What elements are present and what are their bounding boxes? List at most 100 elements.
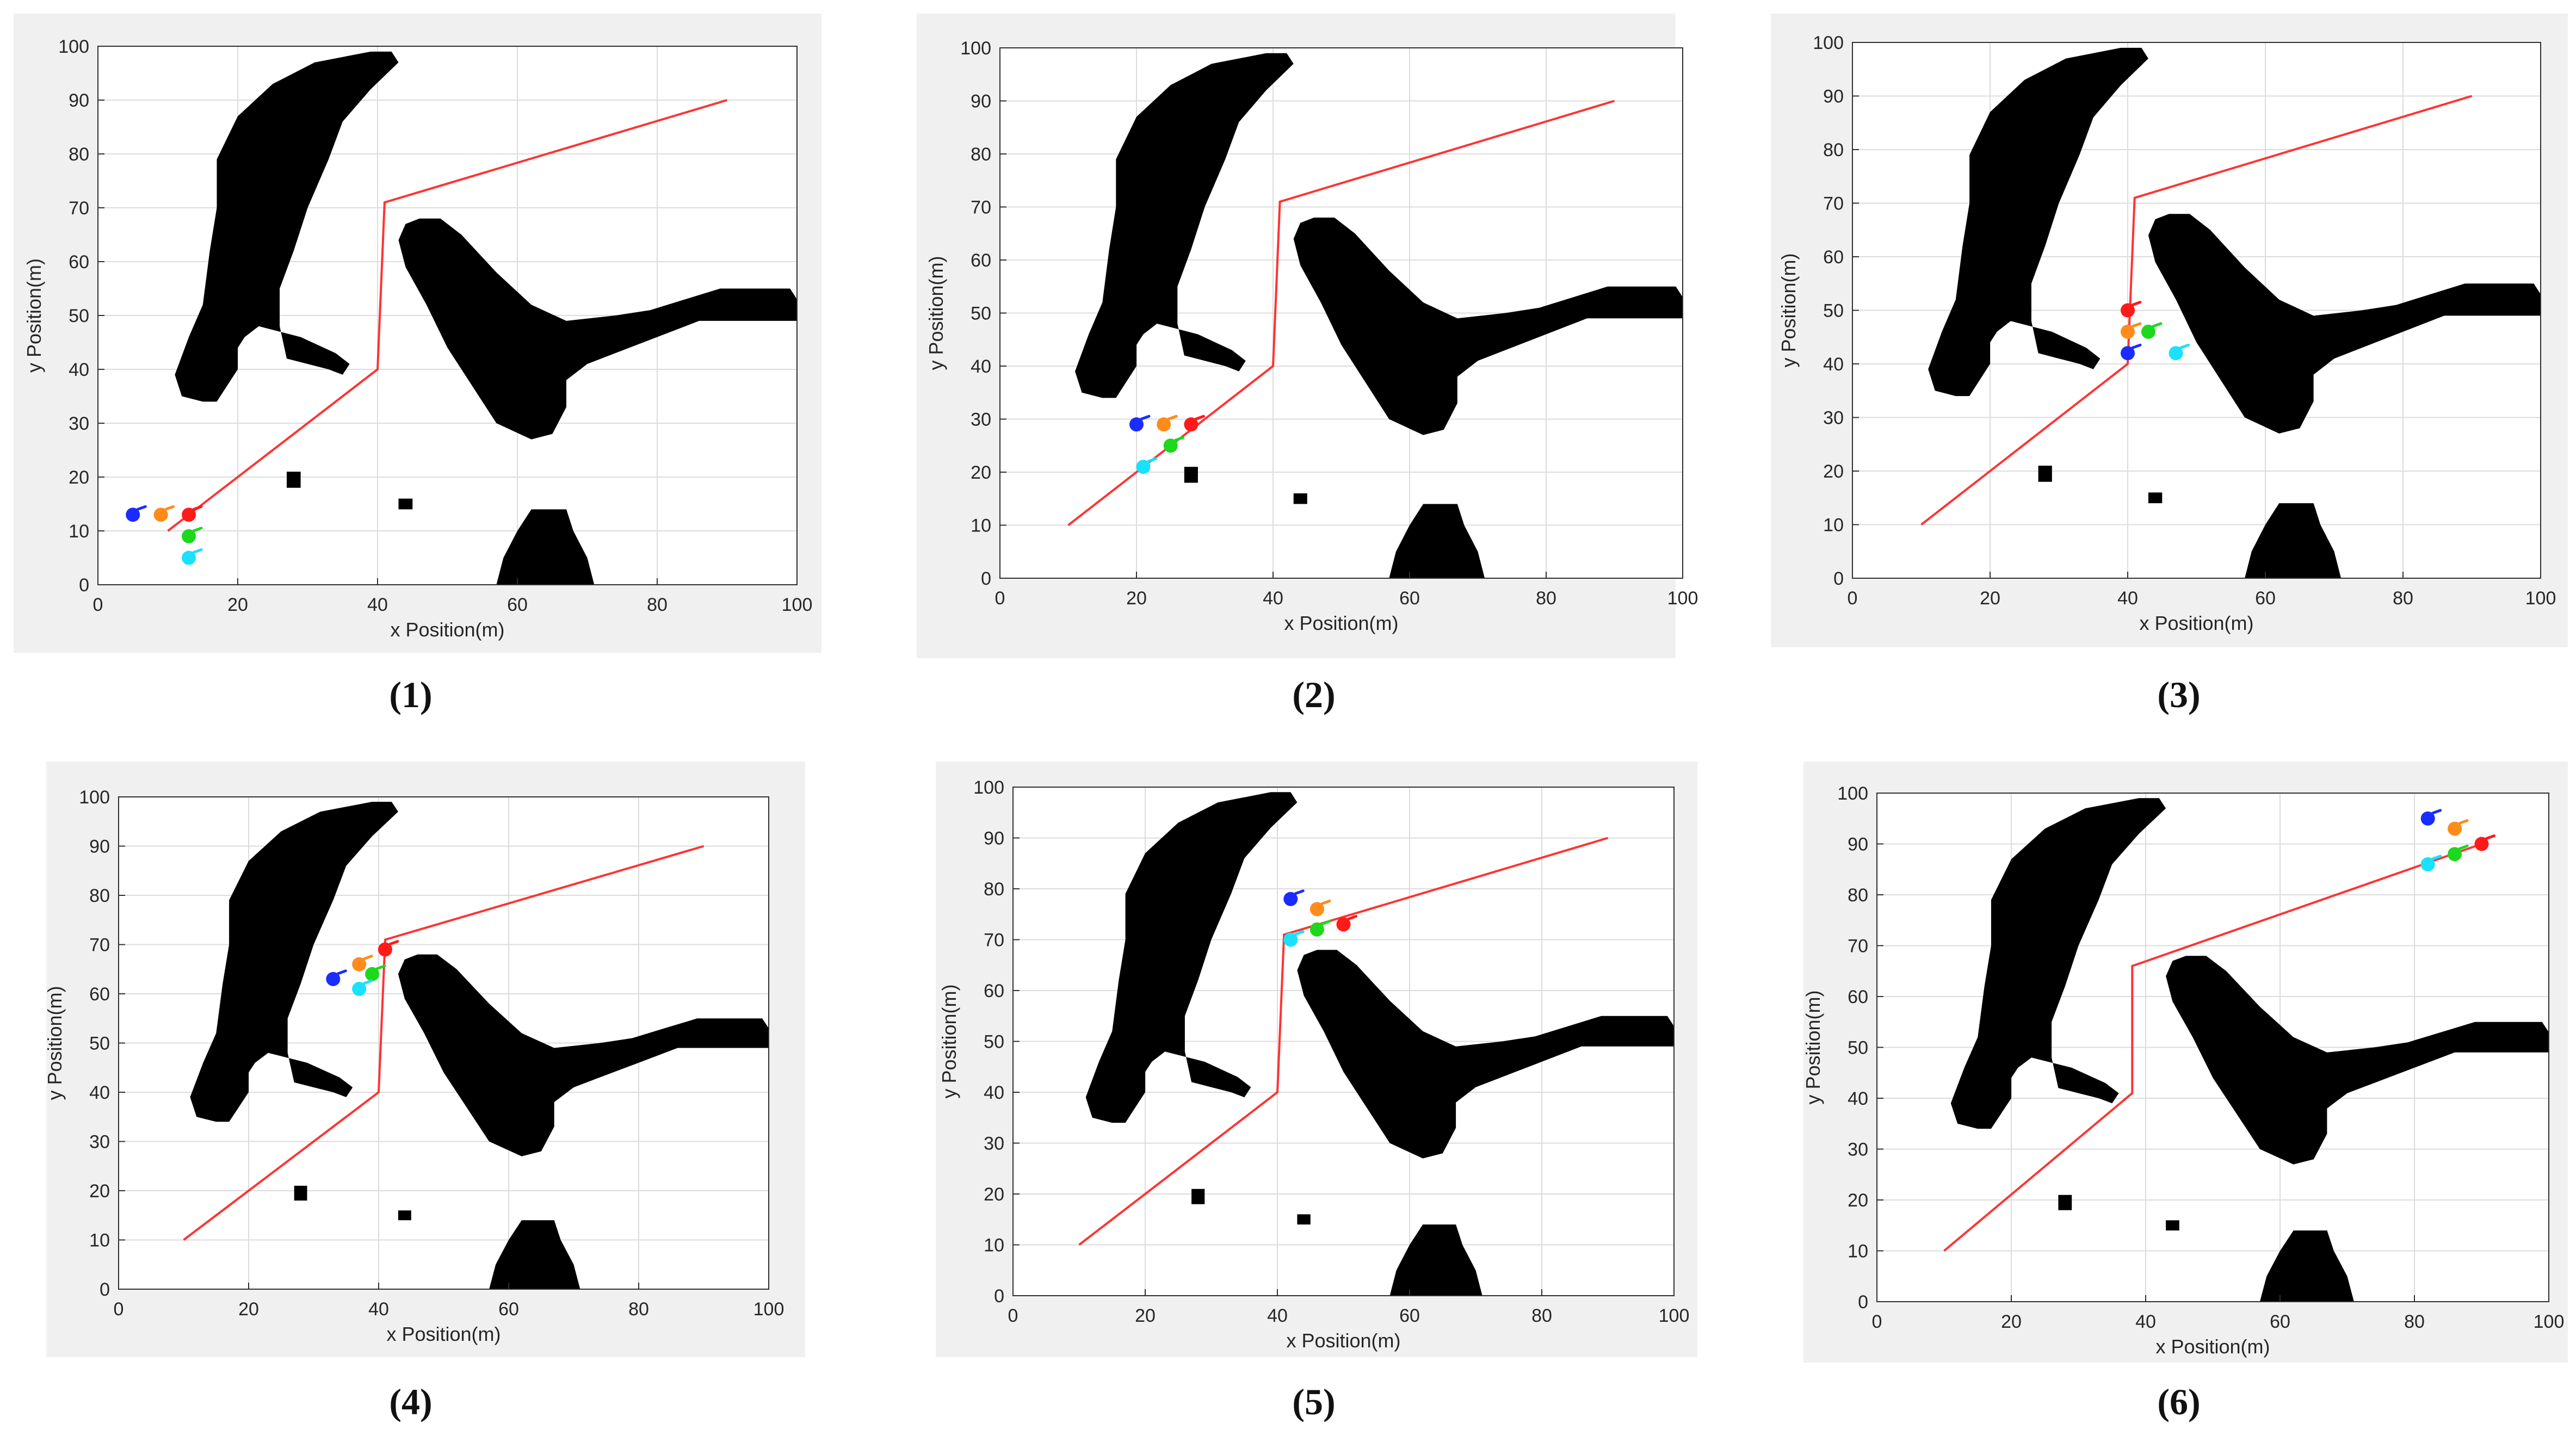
reference-path bbox=[167, 99, 728, 532]
obstacle-4 bbox=[1191, 1189, 1205, 1204]
x-tick-label: 80 bbox=[2393, 588, 2413, 609]
y-tick-label: 90 bbox=[1823, 86, 1844, 107]
robot-red bbox=[1336, 917, 1351, 932]
robot-red bbox=[182, 508, 196, 522]
y-tick-label: 20 bbox=[971, 462, 991, 483]
y-tick-label: 30 bbox=[69, 413, 89, 434]
y-tick-label: 70 bbox=[984, 930, 1004, 951]
y-tick-label: 50 bbox=[1823, 301, 1844, 321]
y-tick-label: 70 bbox=[1823, 194, 1844, 214]
obstacle-3 bbox=[496, 509, 595, 585]
robot-cyan-heading bbox=[1294, 930, 1305, 936]
panel-caption: (5) bbox=[1292, 1381, 1335, 1422]
robot-cyan-heading bbox=[192, 548, 203, 554]
obstacle-5 bbox=[398, 1210, 411, 1221]
x-tick-label: 40 bbox=[2117, 588, 2138, 609]
y-tick-label: 80 bbox=[984, 879, 1004, 900]
y-tick-label: 100 bbox=[1837, 783, 1868, 804]
reference-path bbox=[1078, 837, 1609, 1246]
obstacle-2 bbox=[398, 954, 769, 1156]
x-tick-label: 80 bbox=[647, 595, 668, 615]
x-tick-label: 0 bbox=[995, 588, 1005, 609]
x-axis-label: x Position(m) bbox=[386, 1323, 501, 1345]
robot-orange bbox=[1157, 417, 1171, 432]
y-tick-label: 20 bbox=[984, 1184, 1004, 1205]
y-tick-label: 80 bbox=[1848, 885, 1868, 906]
y-tick-label: 80 bbox=[69, 144, 89, 165]
y-tick-label: 50 bbox=[69, 306, 89, 326]
obstacle-4 bbox=[2058, 1195, 2072, 1210]
robot-red bbox=[378, 942, 392, 957]
robot-blue bbox=[126, 508, 140, 522]
y-tick-label: 100 bbox=[973, 777, 1004, 798]
x-axis-label: x Position(m) bbox=[390, 618, 504, 641]
robot-red-heading bbox=[192, 505, 203, 511]
y-tick-label: 30 bbox=[971, 410, 991, 430]
y-tick-label: 60 bbox=[89, 984, 110, 1005]
robot-green-heading bbox=[2152, 322, 2163, 328]
y-tick-label: 60 bbox=[984, 981, 1004, 1001]
x-tick-label: 100 bbox=[2534, 1311, 2565, 1332]
robot-blue bbox=[326, 971, 341, 986]
subplot-5: 0 20 40 60 80 100 0 10 20 30 40 50 60 70 80 90 100 x Posi… bbox=[936, 762, 1697, 1422]
panel-caption: (2) bbox=[1292, 674, 1335, 715]
y-tick-label: 80 bbox=[971, 144, 991, 165]
y-tick-label: 40 bbox=[1848, 1088, 1868, 1109]
panel-caption: (3) bbox=[2157, 674, 2200, 715]
robot-orange-heading bbox=[2458, 819, 2469, 825]
robot-orange-heading bbox=[2131, 322, 2142, 328]
x-tick-label: 60 bbox=[1399, 1305, 1420, 1326]
x-tick-label: 40 bbox=[1267, 1305, 1288, 1326]
y-tick-label: 30 bbox=[1848, 1140, 1868, 1160]
robot-orange bbox=[2121, 324, 2135, 339]
y-tick-label: 30 bbox=[1823, 408, 1844, 429]
robot-green-heading bbox=[375, 964, 386, 970]
y-tick-label: 10 bbox=[971, 516, 991, 536]
y-tick-label: 70 bbox=[89, 935, 110, 956]
y-tick-label: 0 bbox=[79, 575, 89, 596]
panel-caption: (6) bbox=[2157, 1381, 2200, 1422]
y-tick-label: 70 bbox=[971, 197, 991, 218]
y-axis-label: y Position(m) bbox=[925, 256, 947, 370]
x-tick-label: 100 bbox=[782, 595, 813, 615]
x-tick-label: 0 bbox=[1848, 588, 1858, 609]
robot-red-heading bbox=[2485, 834, 2495, 840]
y-tick-label: 0 bbox=[981, 568, 991, 589]
y-tick-label: 40 bbox=[971, 356, 991, 377]
x-tick-label: 0 bbox=[93, 595, 103, 615]
y-tick-label: 60 bbox=[69, 252, 89, 273]
y-tick-label: 40 bbox=[89, 1082, 110, 1103]
y-tick-label: 20 bbox=[1848, 1190, 1868, 1211]
x-tick-label: 100 bbox=[1667, 588, 1698, 609]
x-tick-label: 20 bbox=[1135, 1305, 1156, 1326]
y-tick-label: 20 bbox=[1823, 461, 1844, 482]
y-tick-label: 0 bbox=[1858, 1292, 1868, 1313]
x-tick-label: 40 bbox=[368, 1299, 389, 1320]
robot-red bbox=[2121, 303, 2135, 318]
y-tick-label: 100 bbox=[1813, 33, 1844, 53]
robot-blue-heading bbox=[1294, 889, 1305, 895]
robot-green bbox=[365, 967, 380, 981]
x-tick-label: 60 bbox=[1399, 588, 1420, 609]
x-tick-label: 60 bbox=[2270, 1311, 2290, 1332]
y-tick-label: 30 bbox=[89, 1132, 110, 1153]
y-tick-label: 50 bbox=[971, 304, 991, 324]
y-tick-label: 40 bbox=[69, 360, 89, 380]
x-tick-label: 60 bbox=[507, 595, 528, 615]
obstacle-1 bbox=[1085, 792, 1298, 1123]
x-tick-label: 60 bbox=[498, 1299, 519, 1320]
obstacle-5 bbox=[1297, 1214, 1311, 1225]
y-tick-label: 10 bbox=[69, 521, 89, 542]
y-tick-label: 60 bbox=[1848, 987, 1868, 1007]
robot-orange bbox=[153, 508, 168, 522]
subplot-1: 0 20 40 60 80 100 0 10 20 30 40 50 60 70 80 90 100 x Posi… bbox=[14, 14, 821, 715]
x-tick-label: 40 bbox=[2135, 1311, 2156, 1332]
x-tick-label: 80 bbox=[1531, 1305, 1552, 1326]
panel-caption: (4) bbox=[389, 1381, 432, 1422]
y-axis-label: y Position(m) bbox=[938, 984, 960, 1098]
robot-cyan-heading bbox=[2431, 855, 2442, 861]
robot-green bbox=[2448, 847, 2462, 862]
y-tick-label: 50 bbox=[89, 1034, 110, 1054]
x-tick-label: 40 bbox=[367, 595, 388, 615]
